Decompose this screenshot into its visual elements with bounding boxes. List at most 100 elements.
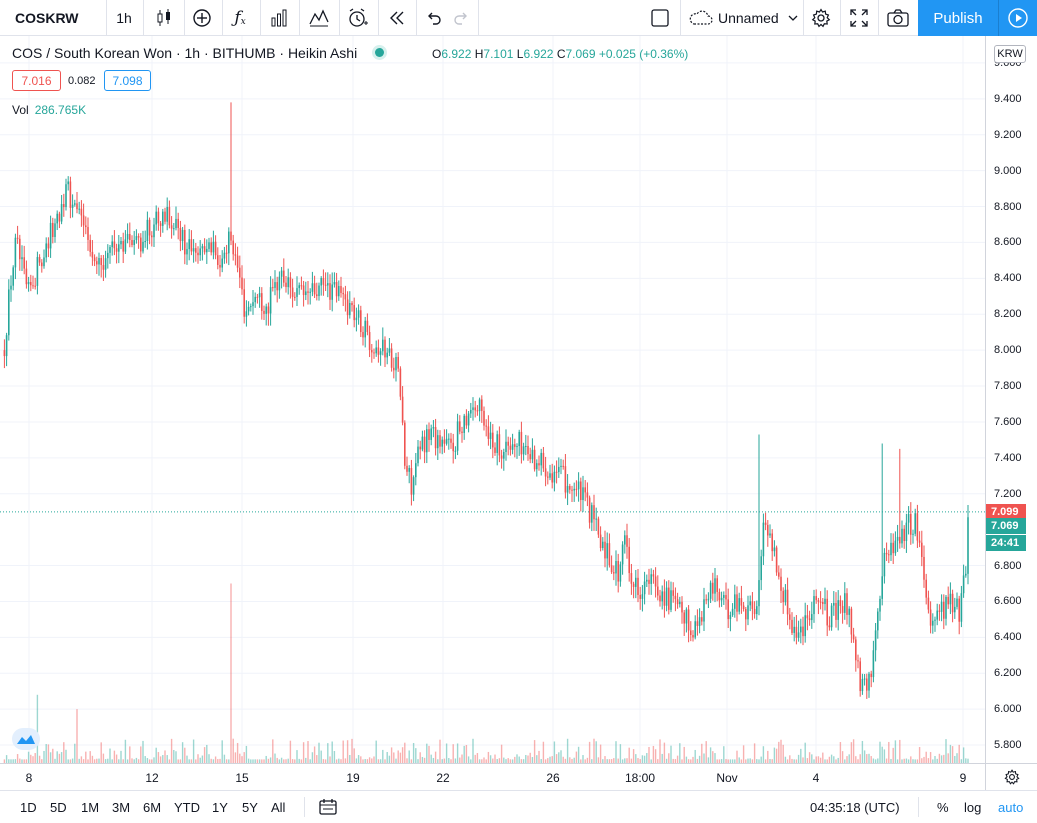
candle-body [357,310,360,318]
candle-body [923,556,925,580]
candle-body [76,203,78,210]
interval-button[interactable]: 1h [116,9,132,26]
templates-icon[interactable] [300,0,338,35]
candle-body [49,222,52,249]
candle-body [661,591,663,602]
volume-bar [320,750,322,763]
candle-body [498,434,501,456]
candle-body [456,421,459,451]
volume-bar [426,743,428,763]
volume-bar [390,747,393,763]
candle-body [725,595,727,600]
publish-play-icon[interactable] [998,0,1037,36]
volume-bar [129,746,131,763]
volume-bar [852,739,855,763]
range-button-3m[interactable]: 3M [112,800,131,815]
volume-bar [738,757,740,763]
financials-bar-icon[interactable] [260,0,298,35]
candle-body [168,206,171,226]
volume-bar [140,746,142,763]
candle-body [901,528,903,544]
undo-icon[interactable] [418,0,448,35]
candle-body [830,605,833,628]
range-button-5d[interactable]: 5D [50,800,67,815]
volume-bar [302,742,305,763]
candle-body [250,306,252,308]
price-chart[interactable] [0,36,985,763]
utc-clock[interactable]: 04:35:18 (UTC) [810,800,900,815]
fullscreen-square-icon[interactable] [640,0,680,35]
volume-bar [340,759,342,763]
auto-toggle[interactable]: auto [998,800,1024,815]
spread-value: 0.082 [68,75,96,87]
candle-style-icon[interactable] [146,0,182,35]
candle-body [212,241,215,253]
volume-bar [826,759,828,763]
range-button-1d[interactable]: 1D [20,800,37,815]
range-button-all[interactable]: All [271,800,286,815]
volume-bar [514,756,516,763]
settings-gear-icon[interactable] [803,0,839,35]
volume-bar [597,757,600,763]
candle-body [747,605,749,620]
volume-bar [879,741,881,763]
volume-bar [771,759,773,763]
ask-box[interactable]: 7.098 [104,70,151,91]
redo-icon[interactable] [447,0,477,35]
volume-bar [639,759,641,763]
fullscreen-icon[interactable] [840,0,878,35]
layout-menu[interactable]: Unnamed [684,0,804,35]
volume-bar [555,754,558,763]
publish-button[interactable]: Publish [918,0,998,36]
candle-body [826,598,828,626]
volume-bar [456,743,459,763]
volume-bar [747,758,749,763]
candle-body [316,294,318,297]
log-toggle[interactable]: log [964,800,982,815]
candle-body [115,248,118,252]
candle-body [839,600,842,607]
currency-badge[interactable]: KRW [994,45,1026,63]
volume-bar [837,757,839,763]
price-axis[interactable]: 9.6009.4009.2009.0008.8008.6008.4008.200… [985,36,1037,763]
alert-clock-icon[interactable] [339,0,377,35]
candle-body [463,415,465,433]
candle-body [769,533,771,536]
candle-body [800,626,802,633]
candle-body [107,252,109,259]
time-axis[interactable]: 8 12 15 19 22 26 18:00 Nov 4 9 [0,763,985,790]
candle-body [604,541,606,559]
range-button-6m[interactable]: 6M [143,800,162,815]
candle-body [426,429,428,453]
toolbar-divider [478,0,479,35]
volume-bar [615,741,617,763]
candle-body [25,268,28,285]
range-button-1m[interactable]: 1M [81,800,100,815]
candle-body [201,246,204,249]
symbol-search[interactable]: COSKRW [15,9,79,26]
candle-body [874,630,877,651]
candle-body [883,552,886,577]
date-range-icon[interactable] [318,798,338,821]
candle-body [34,285,36,287]
candle-body [58,213,61,222]
tradingview-logo-icon[interactable] [12,728,40,750]
bid-box[interactable]: 7.016 [12,70,61,91]
range-button-1y[interactable]: 1Y [212,800,228,815]
percent-toggle[interactable]: % [937,800,949,815]
replay-icon[interactable] [378,0,416,35]
volume-bar [124,739,127,763]
volume-bar [509,759,512,763]
volume-bar [439,739,441,763]
candle-body [100,258,102,266]
range-button-5y[interactable]: 5Y [242,800,258,815]
compare-add-icon[interactable] [184,0,220,35]
volume-bar [135,757,138,763]
candle-body [674,595,677,600]
range-button-ytd[interactable]: YTD [174,800,200,815]
axis-settings-gear-icon[interactable] [985,763,1037,790]
camera-icon[interactable] [878,0,918,35]
volume-bar [181,742,184,763]
volume-bar [813,759,815,763]
